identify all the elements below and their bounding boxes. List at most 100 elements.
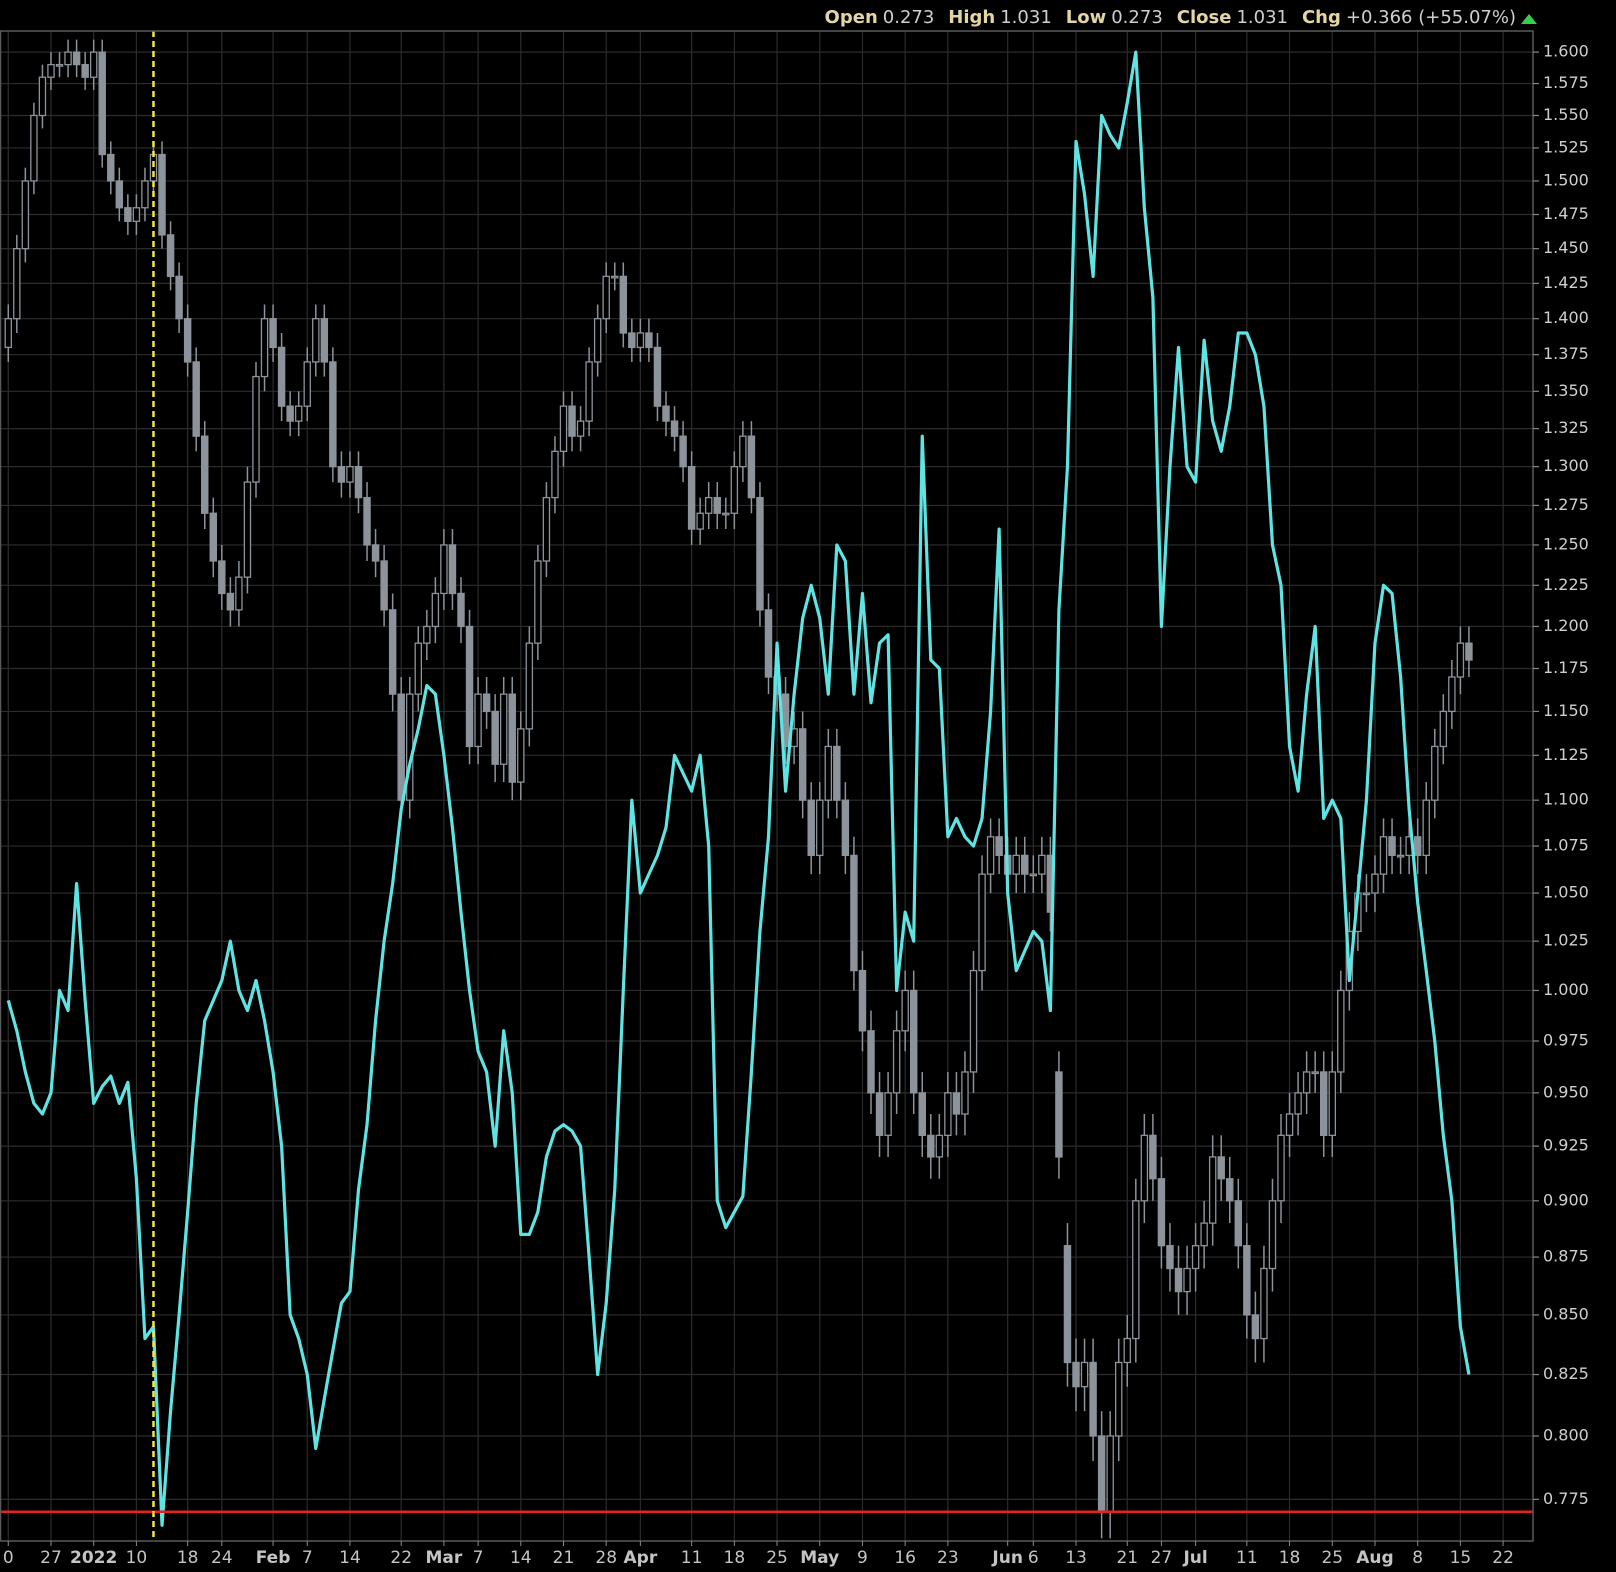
candle-body <box>1149 1134 1157 1180</box>
candle-body <box>1294 1092 1302 1115</box>
candle-body <box>380 560 388 611</box>
candle-body <box>1226 1178 1234 1202</box>
candle-body <box>294 405 303 422</box>
x-tick-label: 21 <box>1116 1548 1138 1568</box>
y-tick-label: 0.950 <box>1543 1082 1589 1101</box>
info-label: Low <box>1066 7 1106 28</box>
candle-body <box>559 405 568 453</box>
info-value: 1.031 <box>1000 7 1052 28</box>
y-tick-label: 1.475 <box>1543 204 1589 223</box>
candle-body <box>1063 1245 1072 1364</box>
x-tick-label: 25 <box>1321 1548 1343 1568</box>
y-tick-label: 1.600 <box>1543 42 1589 61</box>
candle-body <box>277 346 286 407</box>
candle-body <box>1012 854 1020 875</box>
candle-body <box>346 466 354 483</box>
candle-body <box>30 114 38 182</box>
candle-body <box>423 625 431 644</box>
candle-body <box>329 361 337 468</box>
y-tick-label: 0.975 <box>1543 1031 1589 1050</box>
candle-body <box>1379 836 1388 875</box>
y-tick-label: 1.500 <box>1543 170 1589 189</box>
candle-body <box>175 275 183 320</box>
candle-body <box>1337 989 1345 1073</box>
x-tick-label: 13 <box>1065 1548 1087 1568</box>
candle-body <box>611 275 619 279</box>
candle-body <box>1431 745 1439 801</box>
candle-body <box>1038 854 1046 875</box>
candle-body <box>850 854 858 972</box>
x-tick-label: 9 <box>857 1548 868 1568</box>
x-tick-label: Aug <box>1356 1548 1393 1568</box>
y-tick-label: 1.000 <box>1543 980 1589 999</box>
candle-body <box>337 466 346 483</box>
candle-body <box>1439 710 1448 748</box>
y-tick-label: 1.050 <box>1543 883 1589 902</box>
candle-body <box>47 63 55 78</box>
candle-body <box>1243 1245 1251 1316</box>
candle-body <box>1097 1435 1106 1513</box>
candle-body <box>64 51 72 66</box>
candle-body <box>1029 873 1038 877</box>
candle-body <box>115 180 124 209</box>
candle-body <box>252 375 260 483</box>
x-tick-label: May <box>800 1548 839 1568</box>
x-tick-label: 16 <box>894 1548 916 1568</box>
x-tick-label: 6 <box>1028 1548 1039 1568</box>
info-label: High <box>948 7 995 28</box>
candle-body <box>593 318 602 363</box>
candle-body <box>534 560 542 644</box>
y-tick-label: 1.275 <box>1543 495 1589 514</box>
x-tick-label: 14 <box>510 1548 532 1568</box>
x-tick-label: 28 <box>595 1548 617 1568</box>
candle-body <box>1328 1071 1336 1136</box>
candle-body <box>243 481 252 578</box>
x-tick-label: 22 <box>1492 1548 1514 1568</box>
x-tick-label: 22 <box>390 1548 412 1568</box>
candle-body <box>901 989 909 1032</box>
candle-body <box>1200 1222 1208 1247</box>
ohlc-header: Open 0.273 High 1.031 Low 0.273 Close 1.031 Chg +… <box>825 7 1516 28</box>
candle-body <box>89 51 98 78</box>
y-tick-label: 1.100 <box>1543 790 1589 809</box>
candle-body <box>542 496 551 562</box>
candle-body <box>704 496 713 514</box>
candle-body <box>1362 892 1371 896</box>
candle-body <box>670 420 679 437</box>
candle-body <box>756 496 764 611</box>
candle-body <box>21 180 30 250</box>
y-tick-label: 0.850 <box>1543 1304 1589 1323</box>
candle-body <box>491 710 499 765</box>
candle-body <box>645 332 653 349</box>
candle-body <box>798 728 807 801</box>
y-tick-label: 1.250 <box>1543 534 1589 553</box>
y-tick-label: 0.900 <box>1543 1190 1589 1209</box>
candle-body <box>166 234 175 278</box>
candle-body <box>1072 1361 1080 1388</box>
x-tick-label: 23 <box>937 1548 959 1568</box>
x-tick-label: Mar <box>426 1548 463 1568</box>
candle-body <box>944 1092 952 1136</box>
candle-body <box>1388 836 1396 857</box>
candle-body <box>474 693 482 748</box>
candle-body <box>1114 1361 1123 1437</box>
candle-body <box>1319 1071 1328 1136</box>
candle-body <box>961 1071 969 1115</box>
candle-body <box>388 609 397 695</box>
candle-body <box>406 693 414 801</box>
candle-body <box>892 1030 901 1094</box>
candle-body <box>679 435 687 468</box>
x-tick-label: 18 <box>177 1548 199 1568</box>
candle-body <box>226 592 235 611</box>
y-tick-label: 1.200 <box>1543 616 1589 635</box>
candle-body <box>730 466 739 514</box>
candle-body <box>1106 1435 1114 1513</box>
candle-body <box>1191 1245 1200 1270</box>
candle-body <box>286 405 294 422</box>
y-tick-label: 1.425 <box>1543 273 1589 292</box>
candle-body <box>1140 1134 1149 1202</box>
x-tick-label: 24 <box>211 1548 233 1568</box>
candle-body <box>158 153 166 236</box>
